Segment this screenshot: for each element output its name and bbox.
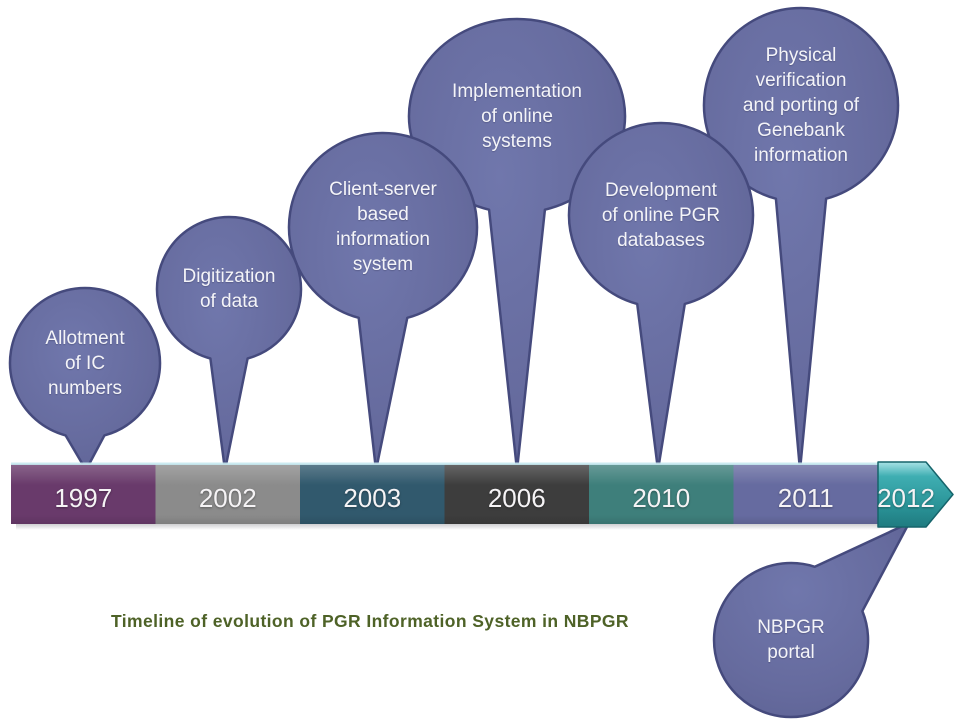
callout-label-digitization-of-data: Digitization of data <box>182 266 276 312</box>
year-label-2011: 2011 <box>777 483 834 513</box>
year-label-2003: 2003 <box>343 483 402 513</box>
timeline-bar-sheen <box>11 464 878 524</box>
year-label-2010: 2010 <box>632 483 691 513</box>
diagram-caption: Timeline of evolution of PGR Information… <box>111 611 629 631</box>
timeline-arrow-2012 <box>877 461 954 528</box>
callout-nbpgr-portal <box>712 521 911 719</box>
year-label-1997: 1997 <box>54 483 113 513</box>
callout-label-nbpgr-portal: NBPGR portal <box>757 617 825 663</box>
timeline-bar-top-highlight <box>11 462 878 465</box>
callout-label-client-server-system: Client-server based information system <box>329 179 437 275</box>
callout-label-implementation-online-systems: Implementation of online systems <box>452 81 582 152</box>
callout-development-online-pgr-databases <box>567 121 755 472</box>
year-label-2006: 2006 <box>487 483 546 513</box>
year-label-2012: 2012 <box>877 483 935 513</box>
callout-label-allotment-ic-numbers: Allotment of IC numbers <box>45 328 125 399</box>
year-label-2002: 2002 <box>198 483 257 513</box>
callout-allotment-ic-numbers <box>8 286 162 472</box>
callout-digitization-of-data <box>155 215 303 472</box>
timeline-bar-shadow <box>16 524 880 530</box>
callout-label-development-pgr-databases: Development of online PGR databases <box>601 180 721 251</box>
callout-label-physical-verification-genebank: Physical verification and porting of Gen… <box>742 45 860 166</box>
